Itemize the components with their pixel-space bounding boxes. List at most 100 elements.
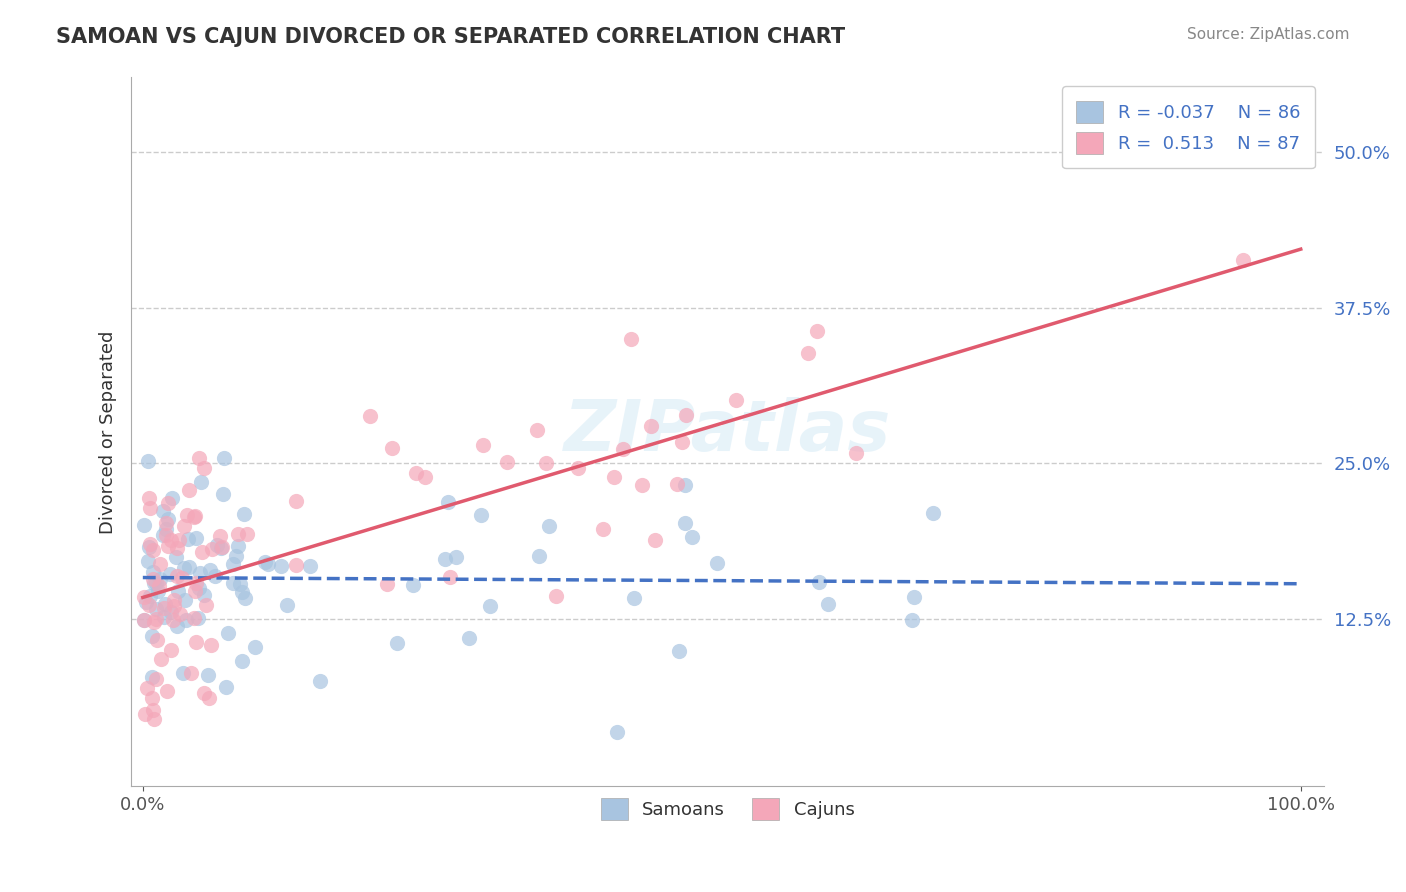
Point [145,576,167,591]
Point [226,539,249,553]
Point [172,571,194,585]
Point [186,576,208,591]
Point [214,680,236,694]
Point [665,476,688,491]
Point [160,533,183,547]
Point [155,516,177,530]
Point [162,613,184,627]
Point [169,533,191,547]
Point [173,593,195,607]
Point [167,584,190,599]
Point [183,509,205,524]
Point [132,590,155,604]
Point [172,665,194,680]
Point [160,643,183,657]
Point [1232,252,1254,267]
Point [437,495,460,509]
Point [177,559,200,574]
Point [222,558,245,572]
Point [141,691,163,706]
Point [817,597,839,611]
Point [537,519,560,533]
Point [150,651,173,665]
Point [152,527,174,541]
Point [668,644,690,658]
Point [470,508,492,523]
Point [183,610,205,624]
Point [153,597,176,611]
Point [145,601,167,615]
Point [197,668,219,682]
Point [433,552,456,566]
Point [201,542,224,557]
Point [681,530,703,544]
Point [145,611,167,625]
Point [155,528,177,542]
Point [233,591,256,606]
Point [188,450,211,465]
Point [134,707,156,722]
Point [177,533,200,547]
Point [132,613,155,627]
Point [235,527,257,541]
Point [169,607,191,622]
Point [640,418,662,433]
Point [177,483,200,498]
Point [149,557,172,571]
Point [231,585,253,599]
Point [472,438,495,452]
Point [226,527,249,541]
Point [808,574,831,589]
Point [706,557,728,571]
Point [673,478,696,492]
Point [405,466,427,480]
Point [285,494,308,508]
Point [188,566,211,581]
Point [134,613,156,627]
Point [165,549,187,564]
Point [198,691,221,706]
Point [479,599,502,614]
Point [385,636,408,650]
Point [142,572,165,586]
Point [630,477,652,491]
Point [903,590,925,604]
Point [644,533,666,548]
Point [797,346,820,360]
Point [183,509,205,524]
Point [381,441,404,455]
Point [606,724,628,739]
Point [138,491,160,505]
Point [217,625,239,640]
Point [671,435,693,450]
Point [623,591,645,605]
Point [132,518,155,533]
Point [138,540,160,554]
Point [444,549,467,564]
Point [156,512,179,526]
Point [146,584,169,599]
Point [225,549,247,564]
Point [135,595,157,609]
Point [276,598,298,612]
Point [136,553,159,567]
Point [141,670,163,684]
Point [845,446,868,460]
Point [285,558,308,572]
Point [233,507,256,521]
Point [163,599,186,613]
Point [211,541,233,555]
Point [527,549,550,563]
Text: ZIPatlas: ZIPatlas [564,398,891,467]
Point [155,523,177,537]
Point [173,519,195,533]
Point [298,558,321,573]
Point [136,453,159,467]
Point [153,600,176,615]
Point [457,631,479,645]
Point [592,522,614,536]
Point [567,460,589,475]
Point [193,588,215,602]
Point [138,537,160,551]
Point [190,475,212,489]
